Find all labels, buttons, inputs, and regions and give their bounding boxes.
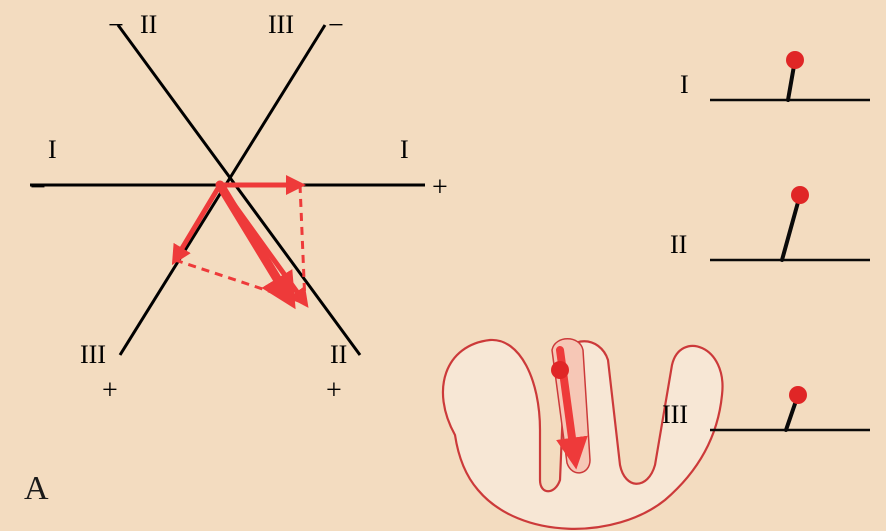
axis-label-II-bot: II	[330, 340, 347, 370]
vector-proj_III	[175, 185, 220, 260]
tracing-label-II: II	[670, 230, 687, 260]
tracing-dot-III	[789, 386, 807, 404]
axis-label-I-left: I	[48, 135, 57, 165]
sign-I-left: −	[30, 172, 46, 204]
tracing-deflection-II	[782, 195, 800, 260]
tracing-label-I: I	[680, 70, 689, 100]
tracing-dot-I	[786, 51, 804, 69]
construction-dash-0	[300, 185, 305, 303]
sign-III-top: −	[328, 10, 344, 42]
sign-II-bot: +	[326, 375, 342, 407]
panel-label: A	[24, 470, 49, 508]
diagram-canvas	[0, 0, 886, 531]
axis-II	[118, 25, 360, 355]
axis-label-II-top: II	[140, 10, 157, 40]
vector-main	[220, 185, 290, 300]
sign-I-right: +	[432, 172, 448, 204]
axis-label-III-top: III	[268, 10, 294, 40]
tracing-dot-II	[791, 186, 809, 204]
axis-label-I-right: I	[400, 135, 409, 165]
heart-origin-dot	[551, 361, 569, 379]
sign-III-bot: +	[102, 375, 118, 407]
axis-label-III-bot: III	[80, 340, 106, 370]
tracing-label-III: III	[662, 400, 688, 430]
sign-II-top: −	[108, 10, 124, 42]
